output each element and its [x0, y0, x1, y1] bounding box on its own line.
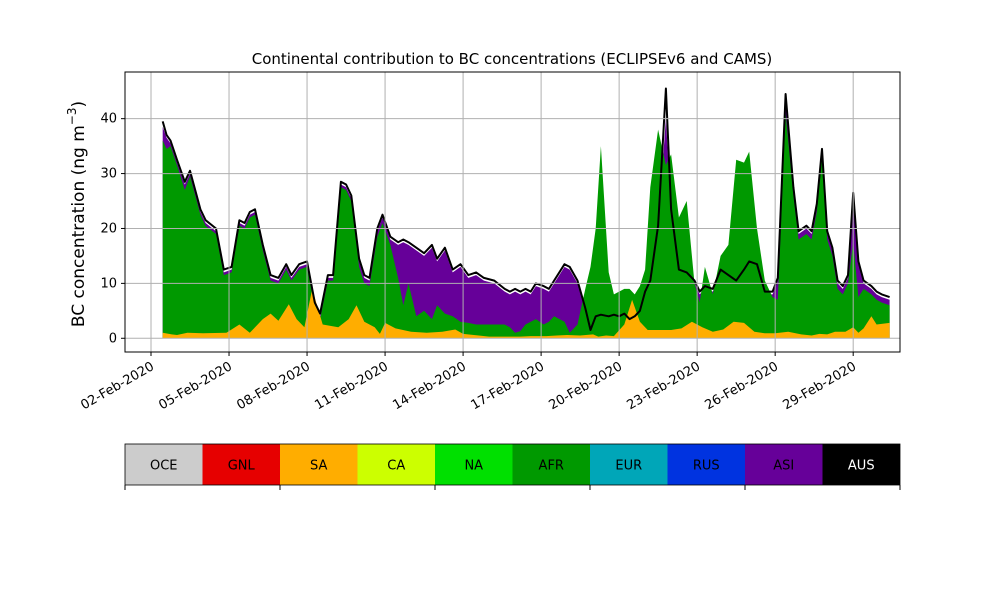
y-axis-label-close: ) [69, 101, 89, 108]
legend-border [124, 443, 901, 486]
legend-label-gnl: GNL [228, 459, 256, 474]
chart-title: Continental contribution to BC concentra… [252, 50, 773, 68]
y-tick-label: 0 [109, 331, 117, 346]
legend-swatch-afr [512, 444, 590, 485]
legend-colorbar: OCE GNL SA CA NA AFR EUR RUS ASI AUS [124, 443, 901, 490]
legend-swatch-gnl [202, 444, 280, 485]
legend-swatch-na [435, 444, 513, 485]
legend-label-na: NA [464, 459, 483, 474]
y-axis-label-main: BC concentration (ng m [69, 125, 89, 327]
legend-label-aus: AUS [848, 459, 875, 474]
legend-label-ca: CA [387, 459, 405, 474]
legend-swatch-eur [590, 444, 668, 485]
legend-swatch-sa [280, 444, 358, 485]
y-axis-label-exponent: −3 [65, 107, 79, 125]
legend-label-eur: EUR [615, 459, 642, 474]
legend-label-sa: SA [310, 459, 327, 474]
y-tick-label: 20 [100, 221, 117, 236]
svg-text:BC concentration (ng m−3): BC concentration (ng m−3) [65, 101, 89, 327]
area-sa [162, 288, 890, 339]
axes-frame [124, 71, 901, 353]
legend-label-rus: RUS [693, 459, 720, 474]
area-afr [162, 113, 890, 339]
axes-border [124, 71, 901, 353]
legend-swatch-ca [357, 444, 435, 485]
y-axis-label: BC concentration (ng m−3) [65, 101, 89, 327]
y-tick-label: 30 [100, 167, 117, 182]
y-tick-label: 40 [100, 112, 117, 127]
y-ticks: 0 10 20 30 40 [100, 112, 125, 346]
legend-label-afr: AFR [539, 459, 564, 474]
legend-swatch-asi [745, 444, 823, 485]
legend-label-asi: ASI [773, 459, 794, 474]
legend-label-oce: OCE [150, 459, 178, 474]
y-tick-label: 10 [100, 276, 117, 291]
legend-swatch-rus [667, 444, 745, 485]
legend-swatch-aus [822, 444, 900, 485]
grid [125, 72, 900, 352]
legend-swatch-oce [125, 444, 203, 485]
